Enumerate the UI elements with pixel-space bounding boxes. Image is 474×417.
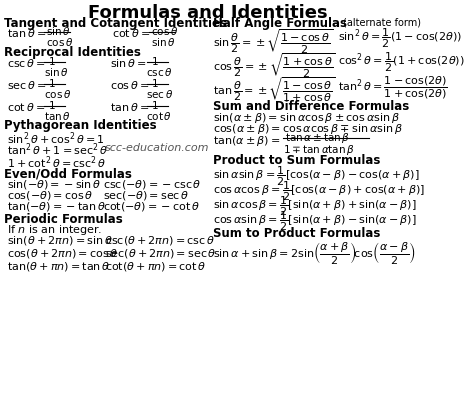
Text: $\tan\theta=$: $\tan\theta=$: [109, 101, 149, 113]
Text: $\sin\alpha\sin\beta=\dfrac{1}{2}\left[\cos(\alpha-\beta)-\cos(\alpha+\beta)\rig: $\sin\alpha\sin\beta=\dfrac{1}{2}\left[\…: [213, 165, 419, 188]
Text: $\cot(-\theta)=-\cot\theta$: $\cot(-\theta)=-\cot\theta$: [103, 200, 201, 213]
Text: Reciprocal Identities: Reciprocal Identities: [4, 46, 141, 59]
Text: $\cos^2\theta=\dfrac{1}{2}(1+\cos(2\theta))$: $\cos^2\theta=\dfrac{1}{2}(1+\cos(2\thet…: [338, 51, 465, 75]
Text: $\sin\alpha\cos\beta=\dfrac{1}{2}\left[\sin(\alpha+\beta)+\sin(\alpha-\beta)\rig: $\sin\alpha\cos\beta=\dfrac{1}{2}\left[\…: [213, 195, 417, 219]
Text: $\sin(-\theta)=-\sin\theta$: $\sin(-\theta)=-\sin\theta$: [7, 178, 101, 191]
Text: $\cos\alpha\sin\beta=\dfrac{1}{2}\left[\sin(\alpha+\beta)-\sin(\alpha-\beta)\rig: $\cos\alpha\sin\beta=\dfrac{1}{2}\left[\…: [213, 210, 417, 234]
Text: $\tan^2\theta+1=\sec^2\theta$: $\tan^2\theta+1=\sec^2\theta$: [7, 141, 108, 158]
Text: $\sin\alpha+\sin\beta=2\sin\!\left(\dfrac{\alpha+\beta}{2}\right)\!\cos\!\left(\: $\sin\alpha+\sin\beta=2\sin\!\left(\dfra…: [213, 240, 416, 266]
Text: $1+\cot^2\theta=\csc^2\theta$: $1+\cot^2\theta=\csc^2\theta$: [7, 154, 107, 171]
Text: $\sin\dfrac{\theta}{2}=\pm\sqrt{\dfrac{1-\cos\theta}{2}}$: $\sin\dfrac{\theta}{2}=\pm\sqrt{\dfrac{1…: [213, 27, 333, 55]
Text: $\tan\theta$: $\tan\theta$: [44, 110, 71, 122]
Text: $\csc\theta$: $\csc\theta$: [146, 66, 173, 78]
Text: $\cos(-\theta)=\cos\theta$: $\cos(-\theta)=\cos\theta$: [7, 189, 93, 202]
Text: $\sin^2\theta=\dfrac{1}{2}(1-\cos(2\theta))$: $\sin^2\theta=\dfrac{1}{2}(1-\cos(2\thet…: [338, 27, 462, 50]
Text: $\csc\theta=$: $\csc\theta=$: [7, 57, 46, 69]
Text: $1\mp\tan\alpha\tan\beta$: $1\mp\tan\alpha\tan\beta$: [283, 143, 355, 157]
Text: $\tan\theta=$: $\tan\theta=$: [7, 27, 46, 39]
Text: Pythagorean Identities: Pythagorean Identities: [4, 119, 157, 132]
Text: $\sec\theta$: $\sec\theta$: [146, 88, 174, 100]
Text: $\sin\theta$: $\sin\theta$: [44, 66, 69, 78]
Text: $\tan(\alpha\pm\beta)=$: $\tan(\alpha\pm\beta)=$: [213, 134, 280, 148]
Text: $\cos\theta$: $\cos\theta$: [44, 88, 71, 100]
Text: $\sin\theta$: $\sin\theta$: [46, 25, 70, 37]
Text: $\cot\theta=$: $\cot\theta=$: [112, 27, 150, 39]
Text: $\sin\theta=$: $\sin\theta=$: [109, 57, 146, 69]
Text: $\cot(\theta+\pi n)=\cot\theta$: $\cot(\theta+\pi n)=\cot\theta$: [105, 260, 207, 273]
Text: $\csc(\theta+2\pi n)=\csc\theta$: $\csc(\theta+2\pi n)=\csc\theta$: [105, 234, 215, 247]
Text: $\tan^2\theta=\dfrac{1-\cos(2\theta)}{1+\cos(2\theta)}$: $\tan^2\theta=\dfrac{1-\cos(2\theta)}{1+…: [338, 75, 448, 101]
Text: $\tan\alpha\pm\tan\beta$: $\tan\alpha\pm\tan\beta$: [285, 131, 350, 145]
Text: Formulas and Identities: Formulas and Identities: [88, 4, 328, 22]
Text: $1$: $1$: [151, 99, 158, 111]
Text: $\csc(-\theta)=-\csc\theta$: $\csc(-\theta)=-\csc\theta$: [103, 178, 202, 191]
Text: Periodic Formulas: Periodic Formulas: [4, 213, 123, 226]
Text: $\sin^2\theta+\cos^2\theta=1$: $\sin^2\theta+\cos^2\theta=1$: [7, 130, 105, 147]
Text: $\cot\theta=$: $\cot\theta=$: [7, 101, 45, 113]
Text: $\tan\dfrac{\theta}{2}=\pm\sqrt{\dfrac{1-\cos\theta}{1+\cos\theta}}$: $\tan\dfrac{\theta}{2}=\pm\sqrt{\dfrac{1…: [213, 75, 336, 104]
Text: $\tan(-\theta)=-\tan\theta$: $\tan(-\theta)=-\tan\theta$: [7, 200, 106, 213]
Text: $1$: $1$: [151, 77, 158, 89]
Text: $1$: $1$: [48, 55, 56, 67]
Text: $\cos\theta=$: $\cos\theta=$: [109, 79, 149, 91]
Text: $\sin\theta$: $\sin\theta$: [151, 36, 175, 48]
Text: $\cos\theta$: $\cos\theta$: [151, 25, 178, 37]
Text: $\sec\theta=$: $\sec\theta=$: [7, 79, 47, 91]
Text: $\sin(\alpha\pm\beta)=\sin\alpha\cos\beta\pm\cos\alpha\sin\beta$: $\sin(\alpha\pm\beta)=\sin\alpha\cos\bet…: [213, 111, 400, 125]
Text: Sum to Product Formulas: Sum to Product Formulas: [213, 227, 381, 240]
Text: Tangent and Cotangent Identities: Tangent and Cotangent Identities: [4, 17, 228, 30]
Text: $\cos\dfrac{\theta}{2}=\pm\sqrt{\dfrac{1+\cos\theta}{2}}$: $\cos\dfrac{\theta}{2}=\pm\sqrt{\dfrac{1…: [213, 51, 336, 80]
Text: If $n$ is an integer.: If $n$ is an integer.: [7, 223, 102, 237]
Text: $\cos\alpha\cos\beta=\dfrac{1}{2}\left[\cos(\alpha-\beta)+\cos(\alpha+\beta)\rig: $\cos\alpha\cos\beta=\dfrac{1}{2}\left[\…: [213, 180, 425, 203]
Text: (alternate form): (alternate form): [343, 17, 421, 27]
Text: $\cos\theta$: $\cos\theta$: [46, 36, 73, 48]
Text: $1$: $1$: [48, 99, 56, 111]
Text: $1$: $1$: [48, 77, 56, 89]
Text: $\cos(\alpha\pm\beta)=\cos\alpha\cos\beta\mp\sin\alpha\sin\beta$: $\cos(\alpha\pm\beta)=\cos\alpha\cos\bet…: [213, 122, 403, 136]
Text: $\sin(\theta+2\pi n)=\sin\theta$: $\sin(\theta+2\pi n)=\sin\theta$: [7, 234, 113, 247]
Text: scc-education.com: scc-education.com: [105, 143, 210, 153]
Text: $\sec(-\theta)=\sec\theta$: $\sec(-\theta)=\sec\theta$: [103, 189, 190, 202]
Text: $1$: $1$: [151, 55, 158, 67]
Text: $\sec(\theta+2\pi n)=\sec\theta$: $\sec(\theta+2\pi n)=\sec\theta$: [105, 247, 217, 260]
Text: $\cos(\theta+2\pi n)=\cos\theta$: $\cos(\theta+2\pi n)=\cos\theta$: [7, 247, 118, 260]
Text: Half Angle Formulas: Half Angle Formulas: [213, 17, 347, 30]
Text: $\tan(\theta+\pi n)=\tan\theta$: $\tan(\theta+\pi n)=\tan\theta$: [7, 260, 110, 273]
Text: Product to Sum Formulas: Product to Sum Formulas: [213, 154, 381, 167]
Text: Even/Odd Formulas: Even/Odd Formulas: [4, 167, 132, 180]
Text: $\cot\theta$: $\cot\theta$: [146, 110, 173, 122]
Text: Sum and Difference Formulas: Sum and Difference Formulas: [213, 100, 410, 113]
